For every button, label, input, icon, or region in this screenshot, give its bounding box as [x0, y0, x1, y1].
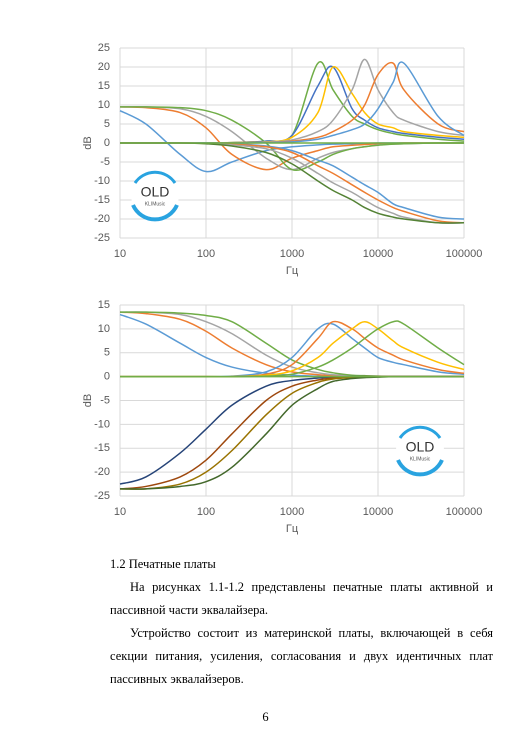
x-tick-label: 100000	[446, 506, 483, 518]
chart: -25 -20 -15 -10 -5 0 5 10 15 10 100 1000 10000 100000…	[82, 299, 483, 535]
x-tick-label: 100	[197, 506, 215, 518]
y-axis-label: dB	[82, 136, 94, 149]
logo-arc	[396, 459, 444, 477]
x-tick-label: 100000	[446, 248, 483, 260]
logo-arc	[398, 425, 442, 439]
y-tick-label: -15	[94, 194, 110, 206]
y-tick-label: 25	[98, 42, 110, 54]
y-tick-label: 20	[98, 61, 110, 73]
x-tick-label: 10000	[363, 506, 394, 518]
y-tick-label: -20	[94, 213, 110, 225]
y-tick-label: 10	[98, 99, 110, 111]
x-axis-label: Гц	[286, 523, 299, 535]
y-tick-label: 0	[104, 137, 110, 149]
logo-arc	[131, 204, 179, 222]
y-tick-label: -15	[94, 442, 110, 454]
y-axis-label: dB	[82, 394, 94, 407]
page-number: 6	[262, 710, 269, 724]
y-tick-label: -5	[100, 156, 110, 168]
y-tick-label: 15	[98, 299, 110, 311]
logo-subtitle: KLIMusic	[145, 201, 166, 207]
y-tick-label: -25	[94, 490, 110, 502]
y-tick-label: 5	[104, 347, 110, 359]
chart: -25 -20 -15 -10 -5 0 5 10 15 20 25 10 100 1000 10000 10…	[82, 42, 483, 277]
y-tick-label: -10	[94, 175, 110, 187]
logo-title: OLD	[406, 439, 435, 455]
logo-subtitle: KLIMusic	[410, 456, 431, 462]
x-tick-label: 1000	[280, 248, 304, 260]
paragraph: На рисунках 1.1-1.2 представлены печатны…	[110, 580, 493, 617]
x-tick-label: 1000	[280, 506, 304, 518]
y-tick-label: 10	[98, 323, 110, 335]
x-tick-label: 10	[114, 248, 126, 260]
paragraph: Устройство состоит из материнской платы,…	[110, 626, 493, 686]
y-tick-label: 0	[104, 371, 110, 383]
y-tick-label: -5	[100, 394, 110, 406]
x-tick-label: 10000	[363, 248, 394, 260]
x-tick-label: 10	[114, 506, 126, 518]
heading: 1.2 Печатные платы	[110, 557, 216, 571]
logo-bg	[131, 171, 179, 219]
series-line	[119, 106, 465, 172]
y-tick-label: 15	[98, 80, 110, 92]
y-tick-label: -20	[94, 466, 110, 478]
logo-arc	[133, 170, 177, 184]
x-tick-label: 100	[197, 248, 215, 260]
y-tick-label: -10	[94, 418, 110, 430]
logo-title: OLD	[141, 184, 170, 200]
logo-bg	[396, 426, 444, 474]
x-axis-label: Гц	[286, 265, 299, 277]
y-tick-label: 5	[104, 118, 110, 130]
y-tick-label: -25	[94, 232, 110, 244]
section: 1.2 Печатные платы На рисунках 1.1-1.2 п…	[110, 553, 493, 691]
